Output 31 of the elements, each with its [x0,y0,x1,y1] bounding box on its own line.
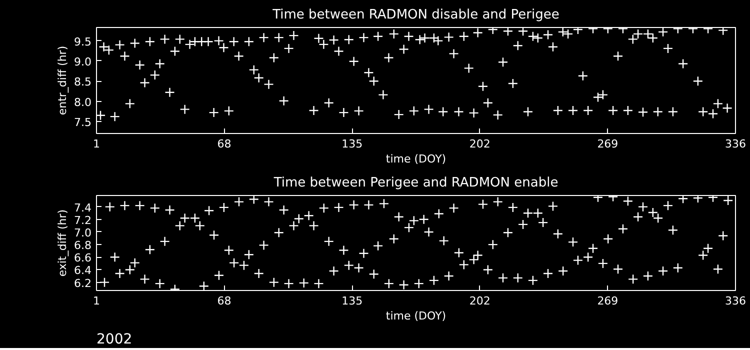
x-tick-label: 1 [93,138,100,150]
chart-title: Time between RADMON disable and Perigee [272,8,560,22]
x-axis-title: time (DOY) [386,310,446,322]
y-tick-label: 6.8 [74,239,92,252]
chart-title: Time between Perigee and RADMON enable [272,176,558,190]
text: 2002 [96,332,132,348]
x-tick-label: 269 [597,138,618,150]
x-tick-label: 135 [342,294,363,308]
y-tick-label: 6.4 [74,264,92,278]
y-tick-label: 7.5 [74,116,92,129]
y-tick-label: 8.5 [74,76,92,89]
y-axis-title: exit_diff (hr) [56,209,70,277]
y-tick-label: 6.6 [74,252,92,265]
x-tick-label: 336 [725,294,746,308]
x-tick-label: 202 [469,294,490,308]
x-tick-label: 1 [93,294,100,308]
y-tick-label: 8.0 [74,96,92,109]
y-tick-label: 7.0 [74,226,92,240]
y-tick-label: 9.5 [74,35,92,48]
y-tick-label: 7.4 [74,201,92,214]
x-axis-title: time (DOY) [386,152,446,166]
x-tick-label: 269 [597,294,618,308]
x-tick-label: 336 [725,138,746,150]
y-tick-label: 9.0 [74,55,92,68]
x-tick-label: 68 [217,138,232,150]
y-tick-label: 6.2 [74,276,92,290]
x-tick-label: 135 [342,138,363,150]
x-tick-label: 202 [469,138,490,150]
y-axis-title: entr_diff (hr) [56,46,70,116]
x-tick-label: 68 [217,294,232,308]
y-tick-label: 7.2 [74,214,92,227]
